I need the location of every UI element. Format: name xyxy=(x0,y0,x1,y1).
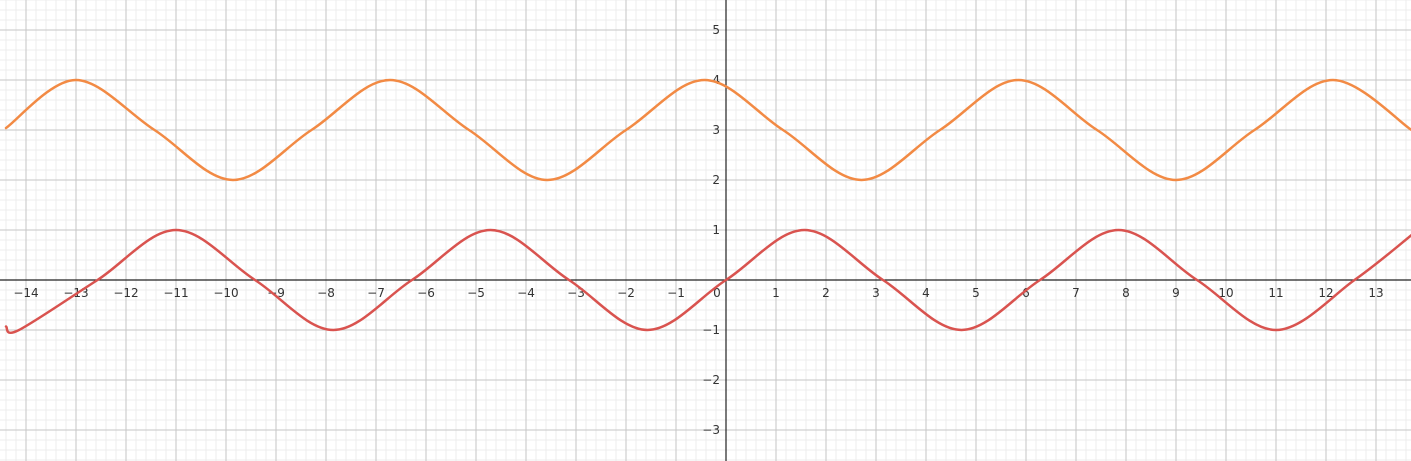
x-tick-label: 6 xyxy=(1022,286,1030,300)
x-tick-label: −9 xyxy=(267,286,285,300)
x-tick-label: 4 xyxy=(922,286,930,300)
y-tick-labels: 5 4 3 2 1 −1 −2 −3 xyxy=(702,23,720,437)
curves xyxy=(4,78,1411,335)
x-tick-label: −5 xyxy=(467,286,485,300)
x-tick-label: −7 xyxy=(367,286,385,300)
x-tick-label: 10 xyxy=(1218,286,1233,300)
x-tick-label: 2 xyxy=(822,286,830,300)
y-tick-label: −1 xyxy=(702,323,720,337)
x-tick-label: 8 xyxy=(1122,286,1130,300)
x-tick-label: −10 xyxy=(213,286,238,300)
curve-1[interactable] xyxy=(4,78,1411,182)
x-tick-label: 5 xyxy=(972,286,980,300)
x-tick-label: −2 xyxy=(617,286,635,300)
x-tick-label: 13 xyxy=(1368,286,1383,300)
y-tick-label: 5 xyxy=(712,23,720,37)
x-tick-label: −12 xyxy=(113,286,138,300)
x-tick-label: −4 xyxy=(517,286,535,300)
y-tick-label: −2 xyxy=(702,373,720,387)
y-tick-label: 1 xyxy=(712,223,720,237)
x-tick-label: 0 xyxy=(713,286,721,300)
y-tick-label: 2 xyxy=(712,173,720,187)
x-tick-label: 11 xyxy=(1268,286,1283,300)
x-tick-label: −8 xyxy=(317,286,335,300)
x-tick-label: −11 xyxy=(163,286,188,300)
x-tick-label: 7 xyxy=(1072,286,1080,300)
x-tick-label: 3 xyxy=(872,286,880,300)
x-tick-label: 9 xyxy=(1172,286,1180,300)
y-tick-label: 4 xyxy=(712,73,720,87)
x-tick-label: −6 xyxy=(417,286,435,300)
curve-2[interactable] xyxy=(4,228,1411,335)
y-tick-label: 3 xyxy=(712,123,720,137)
x-tick-labels: −14 −13 −12 −11 −10 −9 −8 −7 −6 −5 −4 −3 −2 −1 0 1 2 3 4 5 6… xyxy=(13,286,1383,300)
x-tick-label: −14 xyxy=(13,286,38,300)
y-tick-label: −3 xyxy=(702,423,720,437)
x-tick-label: −1 xyxy=(667,286,685,300)
x-tick-label: 1 xyxy=(772,286,780,300)
x-tick-label: 12 xyxy=(1318,286,1333,300)
